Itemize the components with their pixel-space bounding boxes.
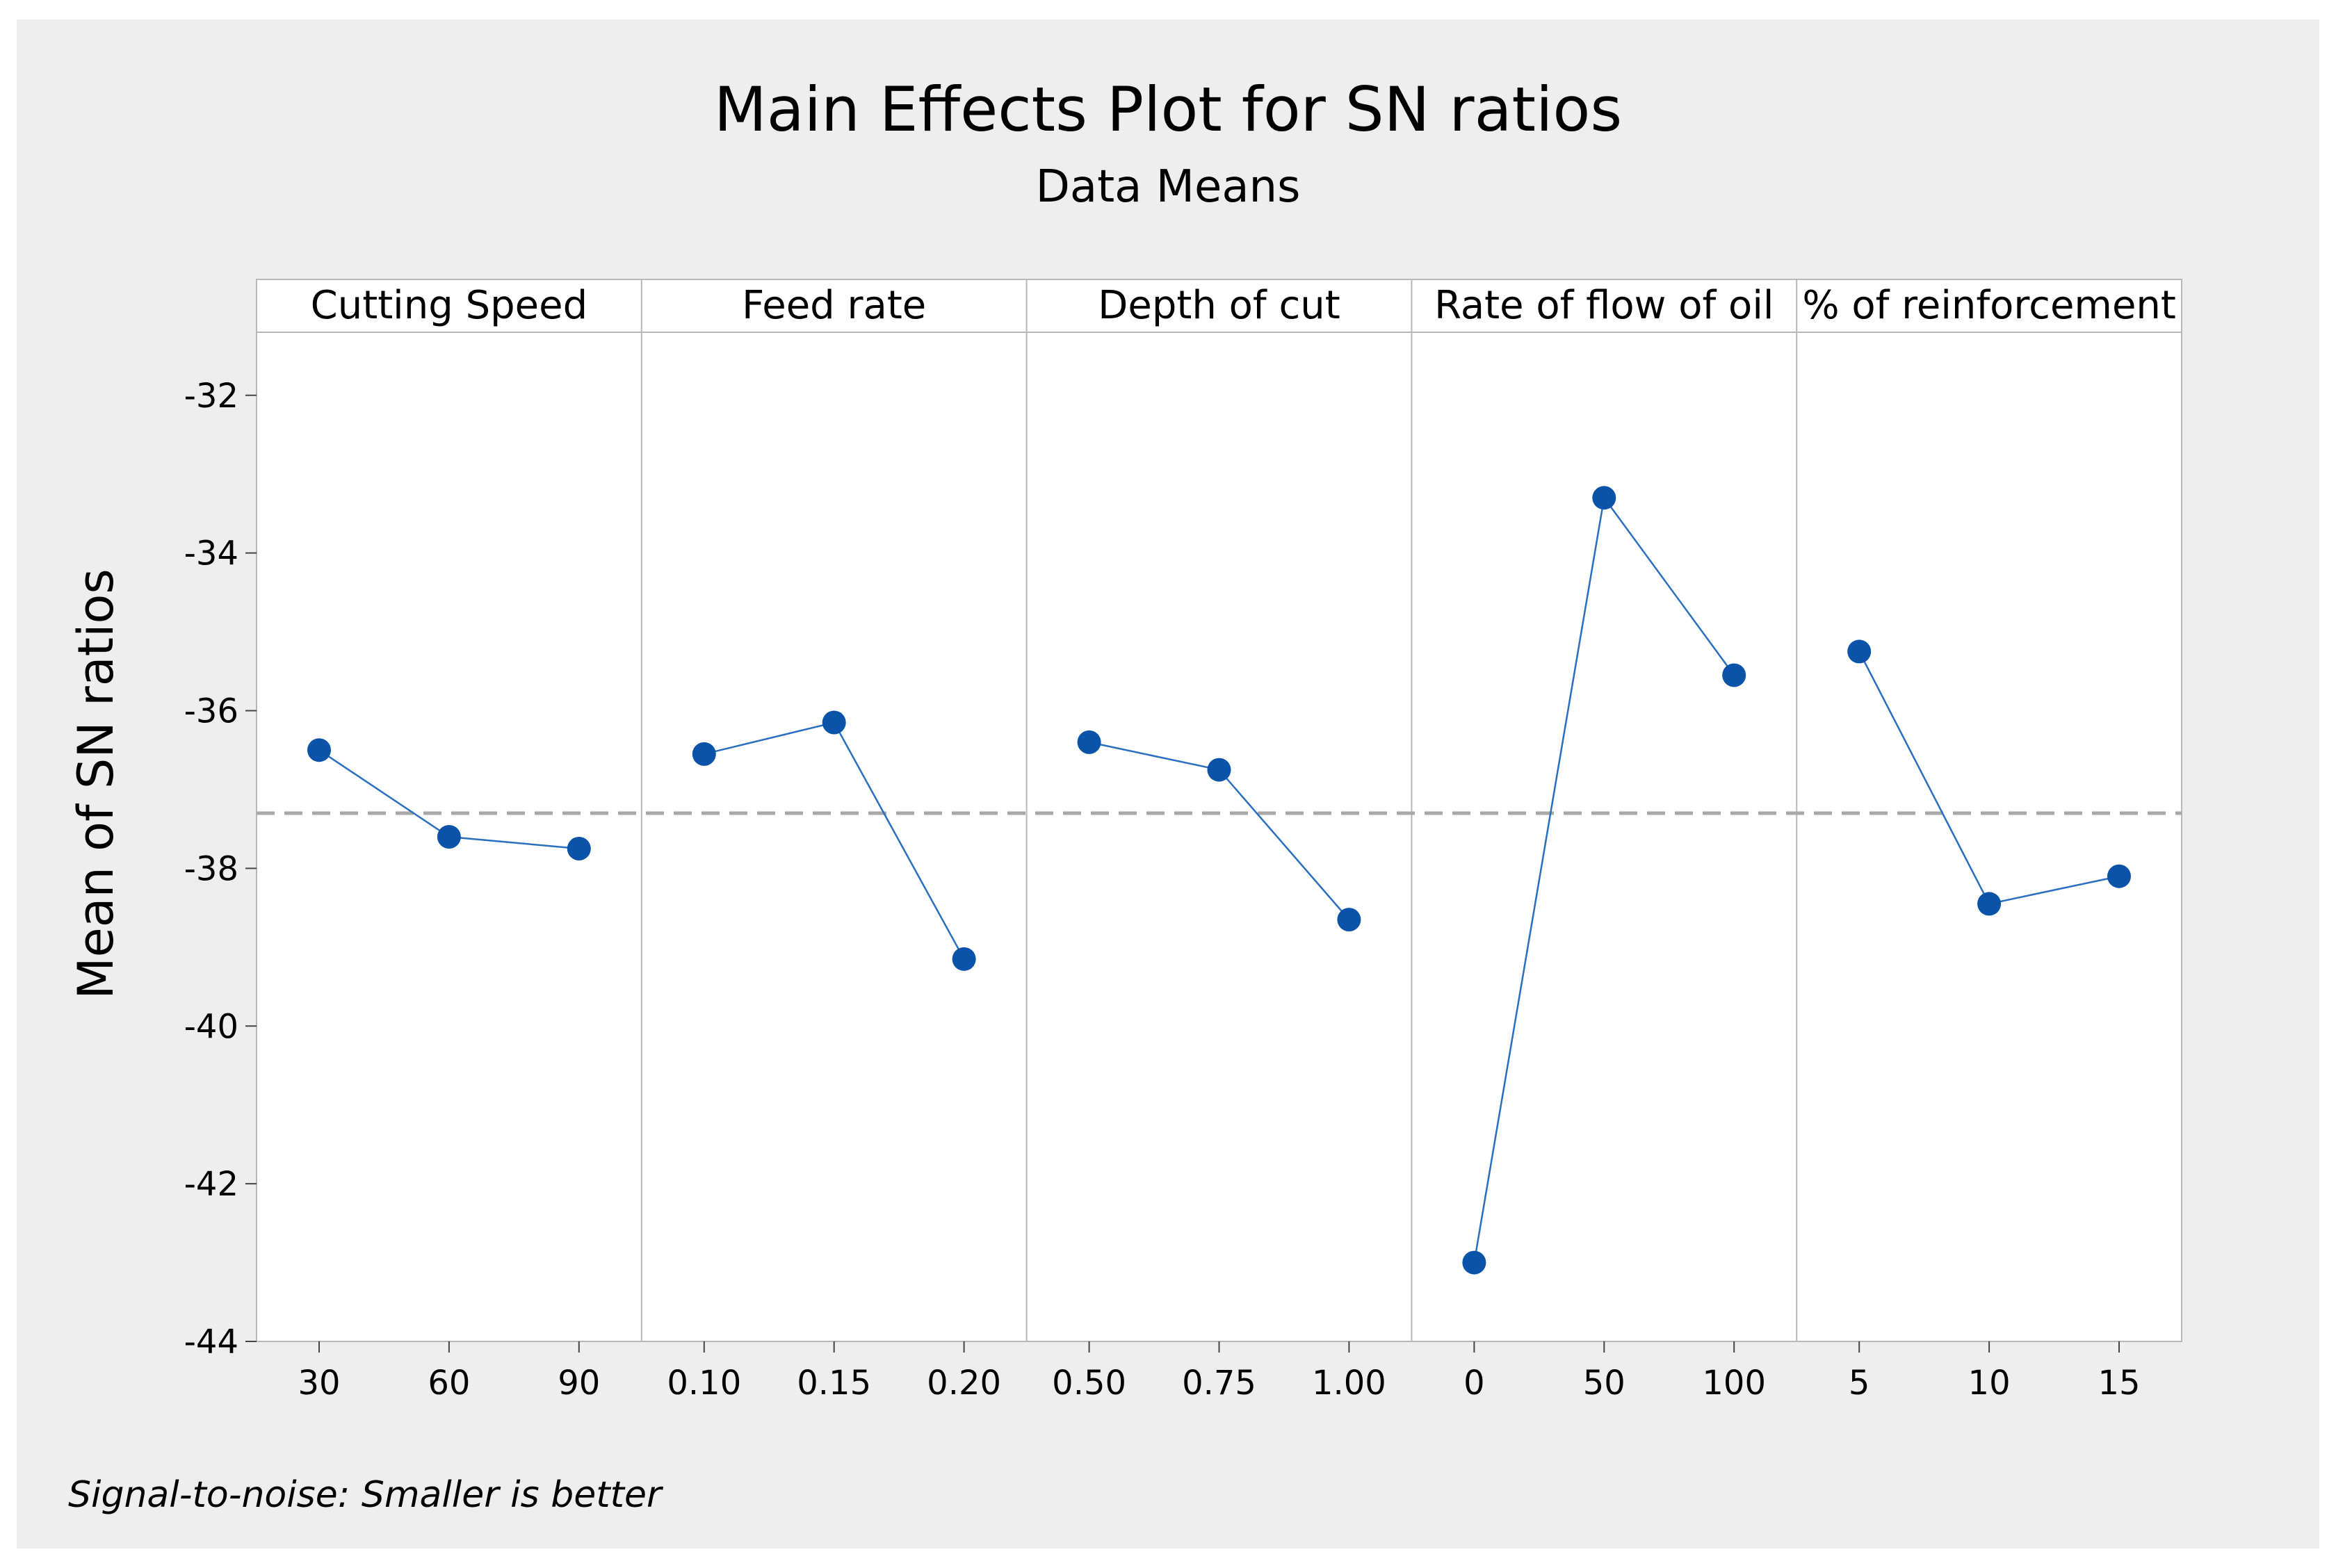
panel-label-2: Depth of cut: [1098, 283, 1340, 328]
x-tick-label: 60: [428, 1364, 470, 1403]
x-tick-label: 0.15: [797, 1364, 871, 1403]
y-tick-label: -40: [184, 1007, 238, 1046]
data-point: [1977, 892, 2002, 916]
footnote: Signal-to-noise: Smaller is better: [68, 1474, 664, 1516]
x-tick-label: 0: [1463, 1364, 1485, 1403]
data-point: [1847, 639, 1872, 664]
y-tick-label: -42: [184, 1165, 238, 1204]
x-tick-label: 5: [1849, 1364, 1870, 1403]
data-point: [822, 710, 846, 735]
chart-subtitle: Data Means: [1036, 161, 1301, 213]
chart-frame: Main Effects Plot for SN ratios Data Mea…: [17, 19, 2319, 1549]
x-tick-label: 0.20: [927, 1364, 1001, 1403]
y-axis-label: Mean of SN ratios: [67, 569, 124, 999]
main-effects-chart: Main Effects Plot for SN ratios Data Mea…: [67, 74, 2182, 1516]
plot-area: -32 -34 -36 -38 -40 -42 -44 Cutting Speed 30 60 90…: [184, 279, 2182, 1403]
panel-label-4: % of reinforcement: [1802, 283, 2176, 328]
x-tick-label: 0.50: [1052, 1364, 1126, 1403]
data-point: [1592, 486, 1616, 510]
panel-label-0: Cutting Speed: [311, 283, 587, 328]
y-tick-label: -34: [184, 534, 238, 573]
x-tick-label: 0.10: [667, 1364, 741, 1403]
y-tick-label: -38: [184, 849, 238, 888]
x-tick-label: 90: [558, 1364, 600, 1403]
data-point: [1722, 663, 1746, 687]
x-tick-label: 100: [1702, 1364, 1766, 1403]
data-point: [1337, 908, 1361, 932]
data-point: [567, 837, 591, 861]
y-tick-label: -32: [184, 377, 238, 416]
x-tick-label: 30: [298, 1364, 340, 1403]
data-point: [437, 825, 461, 849]
data-point: [952, 947, 976, 971]
panel-label-1: Feed rate: [742, 283, 926, 328]
x-tick-label: 1.00: [1312, 1364, 1386, 1403]
y-tick-label: -44: [184, 1323, 238, 1362]
data-point: [2107, 864, 2131, 888]
x-tick-label: 50: [1583, 1364, 1625, 1403]
data-point: [692, 742, 716, 766]
x-tick-label: 0.75: [1182, 1364, 1256, 1403]
plot-background: [256, 279, 2182, 1342]
x-tick-label: 10: [1968, 1364, 2011, 1403]
data-point: [1077, 730, 1101, 754]
data-point: [1462, 1250, 1486, 1275]
y-tick-label: -36: [184, 692, 238, 731]
data-point: [1207, 758, 1231, 782]
data-point: [307, 738, 331, 762]
chart-title: Main Effects Plot for SN ratios: [714, 74, 1622, 145]
x-tick-label: 15: [2098, 1364, 2140, 1403]
panel-label-3: Rate of flow of oil: [1434, 283, 1774, 328]
